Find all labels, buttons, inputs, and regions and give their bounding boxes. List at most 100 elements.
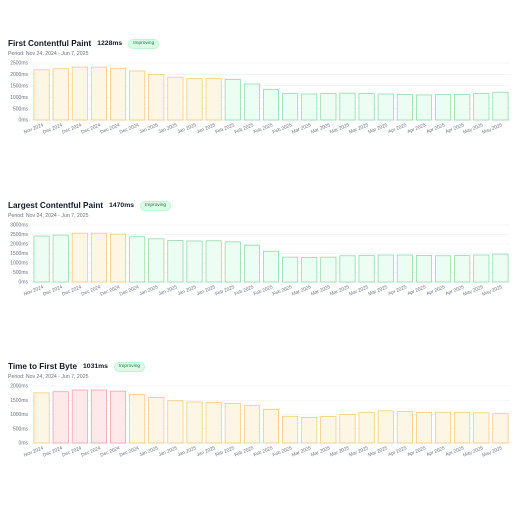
x-tick-label: Feb 2025 bbox=[234, 284, 255, 297]
bar[interactable] bbox=[263, 409, 278, 443]
bar[interactable] bbox=[34, 236, 49, 282]
bar[interactable] bbox=[130, 71, 145, 120]
bar[interactable] bbox=[493, 254, 508, 282]
x-tick-label: Feb 2025 bbox=[272, 445, 293, 458]
x-tick-label: Apr 2025 bbox=[445, 284, 466, 297]
x-tick-label: Dec 2024 bbox=[61, 122, 83, 135]
bar[interactable] bbox=[91, 67, 106, 120]
bar[interactable] bbox=[302, 257, 317, 282]
x-tick-label: Dec 2024 bbox=[80, 445, 102, 458]
bar[interactable] bbox=[130, 237, 145, 282]
bar[interactable] bbox=[474, 94, 489, 120]
bar[interactable] bbox=[244, 245, 259, 282]
bar[interactable] bbox=[168, 401, 183, 443]
bar[interactable] bbox=[244, 406, 259, 443]
x-tick-label: Dec 2024 bbox=[99, 445, 121, 458]
bar[interactable] bbox=[34, 393, 49, 443]
bar[interactable] bbox=[493, 92, 508, 120]
bar[interactable] bbox=[282, 94, 297, 120]
bar[interactable] bbox=[493, 414, 508, 443]
bar[interactable] bbox=[263, 90, 278, 120]
bar[interactable] bbox=[416, 95, 431, 120]
bar[interactable] bbox=[416, 255, 431, 282]
bar[interactable] bbox=[130, 395, 145, 443]
bar[interactable] bbox=[110, 391, 125, 443]
bar[interactable] bbox=[206, 241, 221, 282]
x-tick-label: Jan 2025 bbox=[158, 445, 179, 458]
x-tick-label: Feb 2025 bbox=[272, 284, 293, 297]
bar[interactable] bbox=[397, 255, 412, 282]
bar[interactable] bbox=[359, 255, 374, 282]
bar[interactable] bbox=[321, 416, 336, 443]
bar[interactable] bbox=[206, 78, 221, 120]
bar[interactable] bbox=[359, 412, 374, 443]
x-tick-label: Dec 2024 bbox=[42, 445, 64, 458]
bar[interactable] bbox=[455, 256, 470, 282]
bar[interactable] bbox=[302, 94, 317, 120]
bar[interactable] bbox=[455, 412, 470, 443]
bar[interactable] bbox=[187, 402, 202, 443]
bar[interactable] bbox=[378, 94, 393, 120]
bar[interactable] bbox=[321, 94, 336, 120]
bar[interactable] bbox=[168, 77, 183, 120]
bar[interactable] bbox=[302, 417, 317, 443]
bar[interactable] bbox=[340, 93, 355, 120]
bar[interactable] bbox=[263, 251, 278, 282]
status-badge: Improving bbox=[128, 39, 159, 49]
bar[interactable] bbox=[149, 74, 164, 120]
x-tick-label: Jan 2025 bbox=[196, 122, 217, 135]
bar[interactable] bbox=[168, 240, 183, 282]
bar[interactable] bbox=[206, 403, 221, 443]
bar[interactable] bbox=[225, 79, 240, 120]
bar[interactable] bbox=[340, 256, 355, 282]
x-tick-label: Mar 2025 bbox=[367, 122, 388, 135]
bar[interactable] bbox=[474, 413, 489, 443]
bar[interactable] bbox=[282, 416, 297, 443]
bar[interactable] bbox=[321, 257, 336, 282]
bar[interactable] bbox=[72, 67, 87, 120]
bar[interactable] bbox=[455, 94, 470, 120]
y-tick-label: 1000ms bbox=[10, 95, 28, 101]
x-tick-label: Apr 2025 bbox=[445, 122, 466, 135]
bar[interactable] bbox=[187, 241, 202, 282]
x-tick-label: Apr 2025 bbox=[406, 284, 427, 297]
x-tick-label: Mar 2025 bbox=[291, 445, 312, 458]
bar[interactable] bbox=[416, 413, 431, 443]
bar[interactable] bbox=[110, 234, 125, 282]
bar[interactable] bbox=[53, 392, 68, 443]
bar[interactable] bbox=[359, 94, 374, 120]
bar[interactable] bbox=[225, 403, 240, 443]
y-tick-label: 1000ms bbox=[10, 412, 28, 418]
bar[interactable] bbox=[378, 411, 393, 443]
x-tick-label: Jan 2025 bbox=[138, 284, 159, 297]
bar[interactable] bbox=[340, 415, 355, 444]
x-tick-label: Apr 2025 bbox=[387, 284, 408, 297]
lcp-bar-chart: 0ms500ms1000ms1500ms2000ms2500ms3000msNo… bbox=[0, 219, 520, 349]
bar[interactable] bbox=[53, 235, 68, 282]
bar[interactable] bbox=[91, 233, 106, 282]
bar[interactable] bbox=[34, 70, 49, 120]
bar[interactable] bbox=[72, 233, 87, 282]
chart-title: First Contentful Paint bbox=[8, 39, 91, 48]
bar[interactable] bbox=[435, 412, 450, 443]
x-tick-label: Jan 2025 bbox=[158, 284, 179, 297]
bar[interactable] bbox=[435, 95, 450, 120]
bar[interactable] bbox=[378, 255, 393, 282]
bar[interactable] bbox=[435, 256, 450, 282]
bar[interactable] bbox=[397, 94, 412, 120]
bar[interactable] bbox=[53, 69, 68, 120]
bar[interactable] bbox=[110, 68, 125, 120]
bar[interactable] bbox=[72, 390, 87, 443]
bar[interactable] bbox=[149, 239, 164, 282]
bar[interactable] bbox=[474, 255, 489, 282]
bar[interactable] bbox=[187, 79, 202, 120]
bar[interactable] bbox=[91, 390, 106, 443]
x-tick-label: May 2025 bbox=[462, 122, 484, 136]
y-tick-label: 0ms bbox=[19, 118, 29, 124]
bar[interactable] bbox=[397, 412, 412, 443]
bar[interactable] bbox=[225, 242, 240, 282]
bar[interactable] bbox=[282, 257, 297, 282]
bar[interactable] bbox=[244, 84, 259, 120]
bar[interactable] bbox=[149, 397, 164, 443]
x-tick-label: Feb 2025 bbox=[253, 445, 274, 458]
